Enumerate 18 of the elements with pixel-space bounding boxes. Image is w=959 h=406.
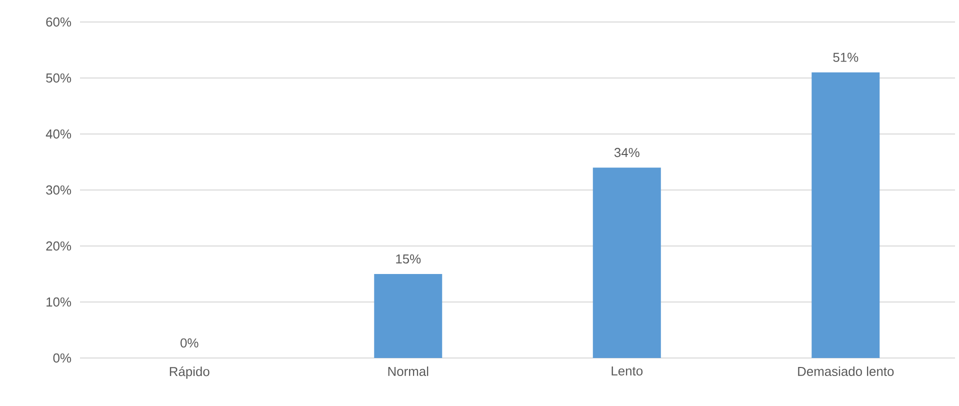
y-tick-label: 10%: [46, 297, 72, 307]
x-tick-label: Normal: [388, 366, 428, 376]
bar: [812, 72, 880, 358]
x-tick-label: Demasiado lento: [798, 366, 894, 376]
x-tick-label: Lento: [612, 366, 643, 376]
data-label: 0%: [180, 338, 198, 348]
y-tick-label: 60%: [46, 17, 72, 27]
data-label: 34%: [614, 148, 640, 158]
bar: [592, 168, 661, 358]
bar: [374, 274, 442, 358]
x-tick-label: Rápido: [170, 366, 210, 379]
y-tick-label: 20%: [46, 241, 72, 251]
data-label: 15%: [396, 254, 421, 264]
y-tick-label: 50%: [46, 73, 72, 83]
data-label: 51%: [833, 52, 858, 62]
y-tick-label: 0%: [53, 353, 72, 363]
y-tick-label: 40%: [46, 129, 72, 139]
y-tick-label: 30%: [46, 185, 72, 195]
